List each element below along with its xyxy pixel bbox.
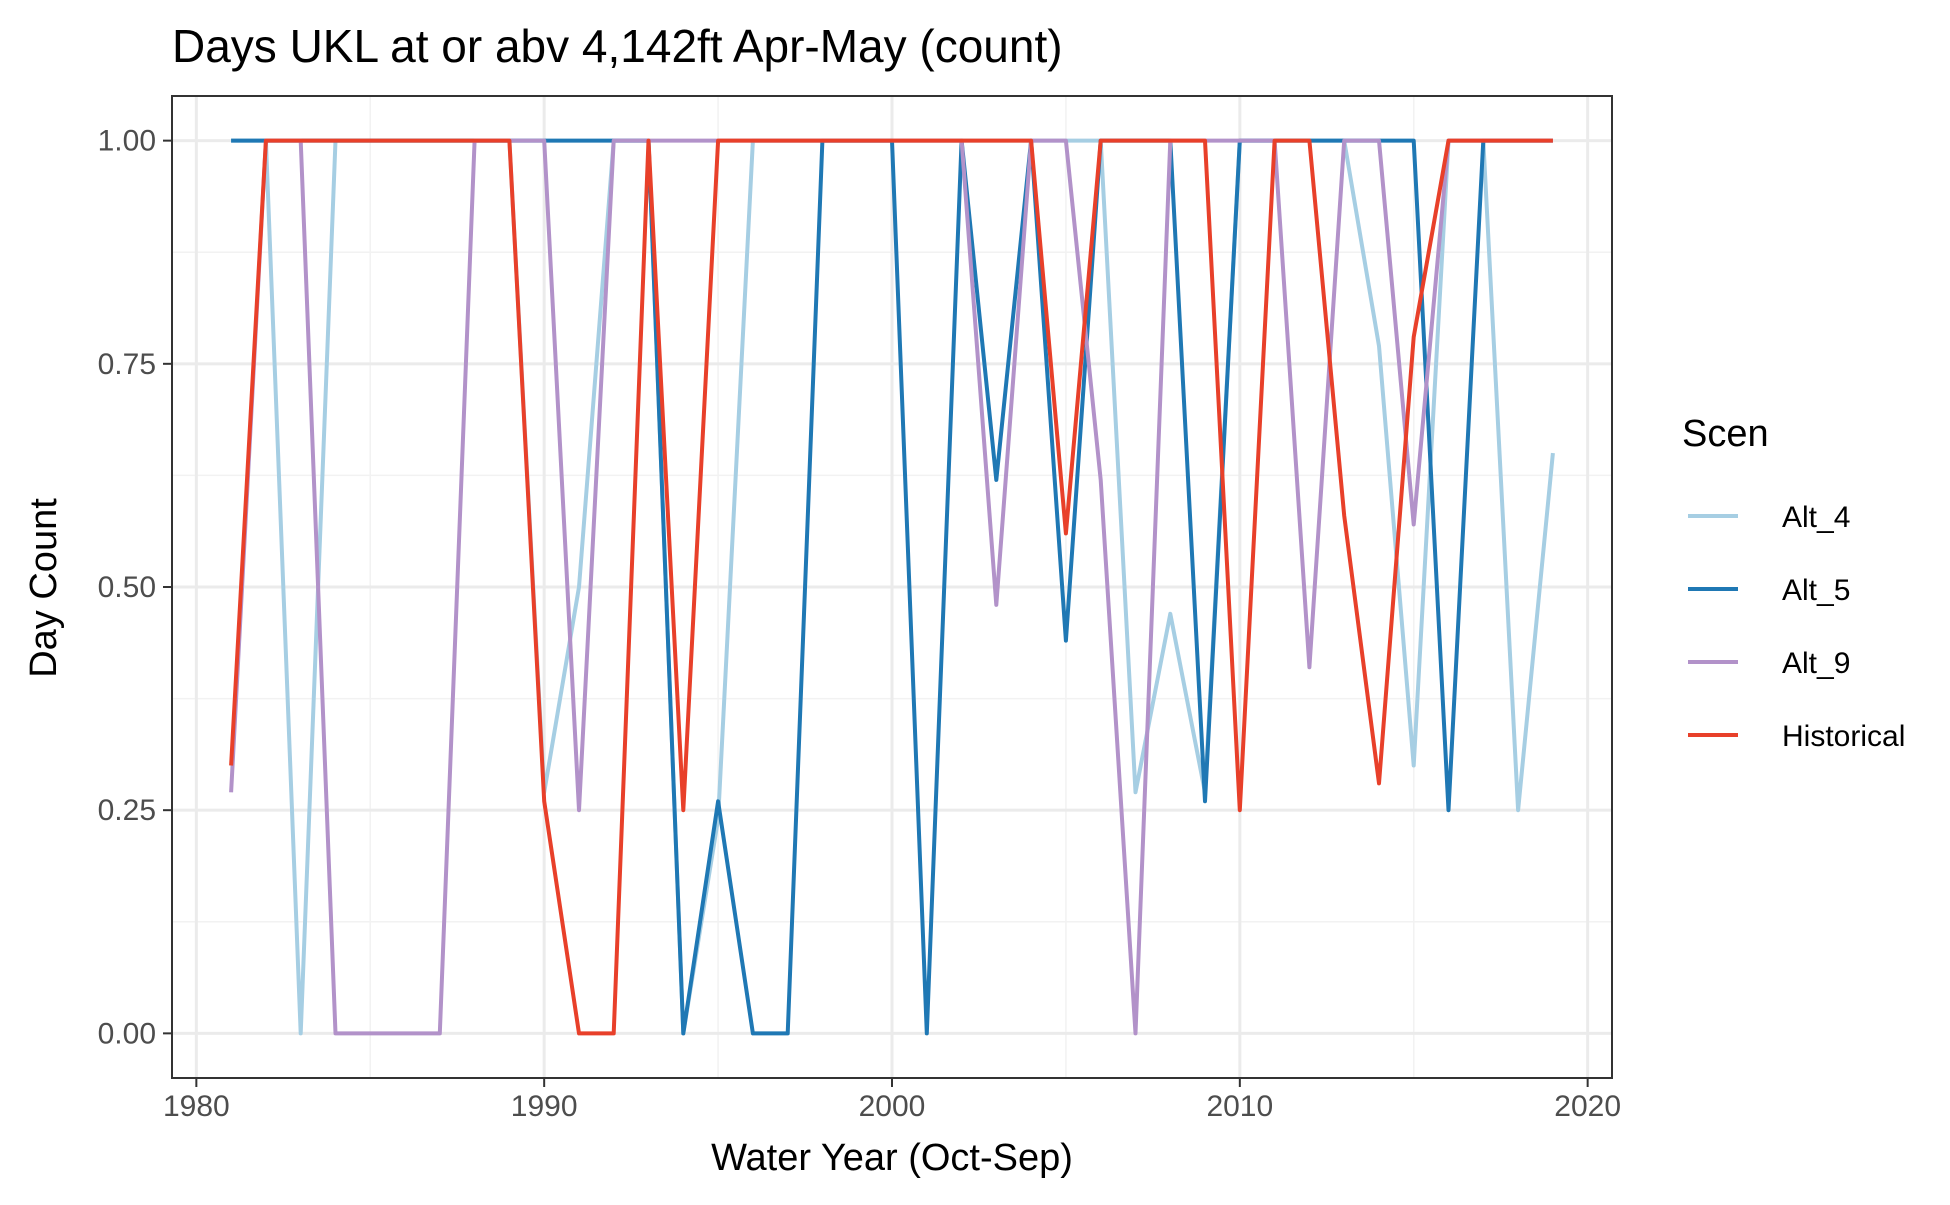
legend-title: Scen [1682, 413, 1769, 455]
legend-item: Alt_5 [1688, 574, 1850, 607]
x-tick-label: 2010 [1206, 1090, 1273, 1123]
legend-label: Alt_5 [1782, 574, 1850, 607]
y-tick-label: 0.75 [98, 348, 156, 381]
x-tick-label: 1990 [511, 1090, 578, 1123]
series-line-historical [229, 138, 1553, 1036]
legend-label: Historical [1782, 720, 1905, 753]
legend-item: Alt_4 [1688, 501, 1850, 534]
y-tick-label: 1.00 [98, 125, 156, 158]
x-axis-title: Water Year (Oct-Sep) [711, 1137, 1073, 1179]
legend-item: Alt_9 [1688, 647, 1850, 680]
y-tick-label: 0.00 [98, 1017, 156, 1050]
x-tick-label: 2020 [1554, 1090, 1621, 1123]
x-tick-label: 1980 [163, 1090, 230, 1123]
legend: Scen Alt_4 Alt_5 Alt_9 Historical [1682, 413, 1905, 753]
legend-label: Alt_9 [1782, 647, 1850, 680]
legend-label: Alt_4 [1782, 501, 1850, 534]
y-axis-title: Day Count [23, 498, 65, 678]
x-tick-label: 2000 [859, 1090, 926, 1123]
y-tick-label: 0.50 [98, 571, 156, 604]
chart-title: Days UKL at or abv 4,142ft Apr-May (coun… [172, 20, 1063, 72]
legend-item: Historical [1688, 720, 1905, 753]
plot-area: 1980 1990 2000 2010 2020 0.00 0.25 0.50 0.75 1.00 [98, 95, 1621, 1123]
y-tick-label: 0.25 [98, 794, 156, 827]
